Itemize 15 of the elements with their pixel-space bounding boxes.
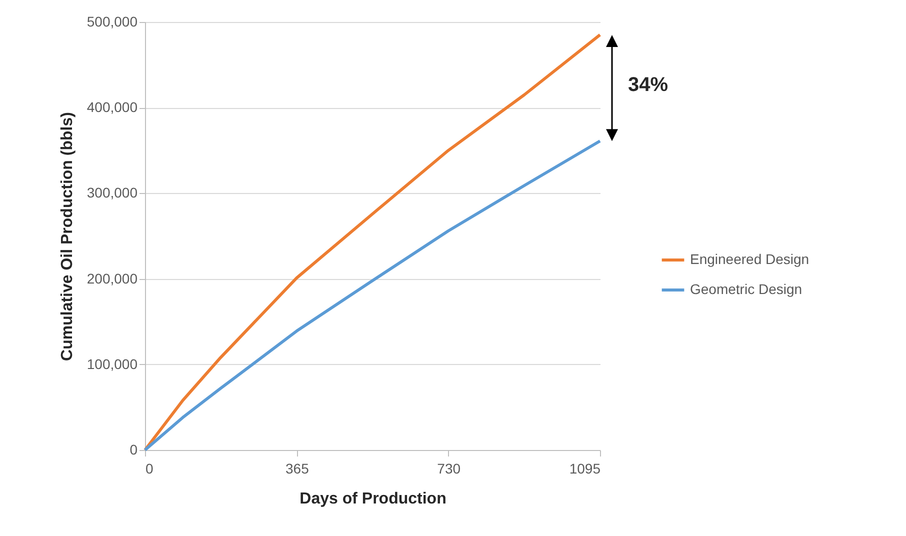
text: 34%	[628, 74, 668, 97]
legend-label: Geometric Design	[690, 281, 802, 297]
x-tick-label: 1095	[569, 460, 601, 476]
y-tick-label: 300,000	[86, 184, 138, 201]
x-tick-label: 730	[437, 460, 461, 476]
y-tick-label: 400,000	[86, 99, 138, 116]
y-tick-label: 0	[130, 442, 138, 458]
x-axis-title: Days of Production	[300, 490, 446, 508]
x-tick-label: 365	[285, 460, 310, 476]
y-axis-title: Cumulative Oil Production (bbls)	[58, 112, 76, 361]
y-tick-label: 200,000	[86, 270, 138, 286]
y-tick-label: 500,000	[86, 14, 138, 30]
x-tick-label: 0	[146, 460, 154, 476]
legend-label: Engineered Design	[690, 251, 810, 267]
y-tick-label: 100,000	[86, 356, 138, 372]
